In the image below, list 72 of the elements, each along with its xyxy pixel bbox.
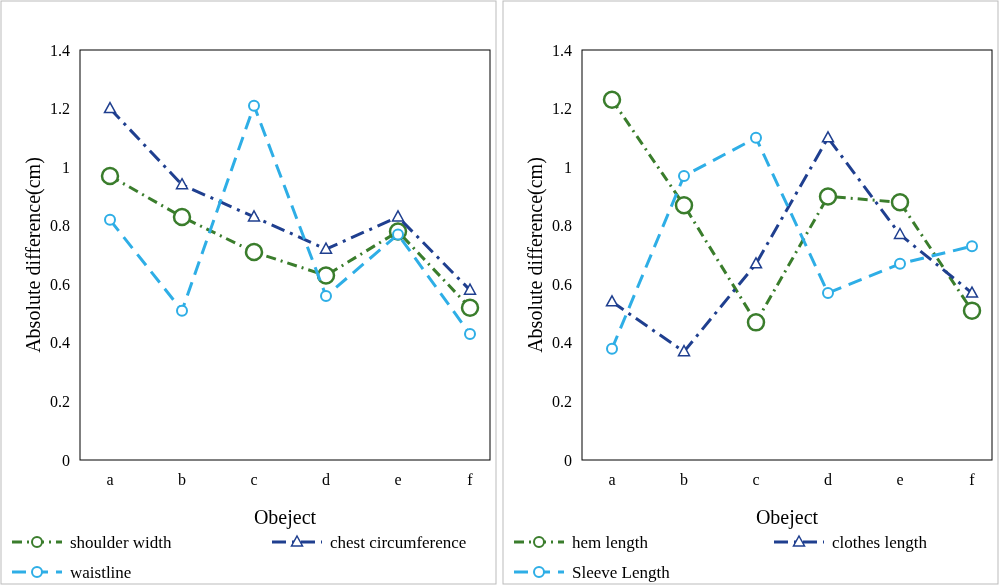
y-tick-label: 0 <box>564 451 572 469</box>
point <box>319 242 333 254</box>
point <box>822 287 834 300</box>
point <box>749 257 763 269</box>
point <box>316 266 336 285</box>
point <box>104 213 116 226</box>
y-tick-label: 0.4 <box>552 334 572 352</box>
point <box>678 169 690 182</box>
point <box>894 257 906 270</box>
point <box>674 195 694 215</box>
point <box>746 313 766 332</box>
y-tick-label: 0.8 <box>50 217 70 235</box>
x-tick-label: f <box>969 471 976 488</box>
point <box>962 301 982 320</box>
y-tick-label: 1.4 <box>552 41 572 59</box>
legend-label: waistline <box>70 562 132 582</box>
y-tick-label: 1 <box>564 158 572 176</box>
y-tick-label: 0.2 <box>552 393 572 411</box>
y-axis-title: Absolute difference(cm) <box>22 157 45 353</box>
point <box>463 283 477 295</box>
x-tick-label: e <box>394 471 402 488</box>
y-tick-label: 1.2 <box>50 100 70 118</box>
y-tick-label: 0.8 <box>552 217 572 235</box>
x-tick-label: c <box>250 471 258 488</box>
y-tick-label: 1.2 <box>552 100 572 118</box>
y-tick-label: 0.2 <box>50 393 70 411</box>
point <box>602 90 622 110</box>
x-tick-label: e <box>896 471 904 488</box>
point <box>966 240 978 253</box>
point <box>821 131 835 143</box>
point <box>605 295 619 307</box>
legend-label: chest circumference <box>330 532 467 552</box>
point <box>890 193 910 212</box>
x-tick-label: f <box>467 471 474 488</box>
point <box>460 298 480 317</box>
x-tick-label: c <box>752 471 760 488</box>
point <box>606 342 618 355</box>
legend-label: hem length <box>572 532 649 552</box>
y-tick-label: 0.6 <box>552 275 572 293</box>
y-axis-title: Absolute difference(cm) <box>524 157 547 353</box>
legend-label: Sleeve Length <box>572 562 671 582</box>
point <box>103 101 117 114</box>
point <box>320 290 332 302</box>
x-tick-label: d <box>322 471 330 488</box>
point <box>750 131 762 144</box>
point <box>172 207 192 227</box>
point <box>893 227 907 240</box>
point <box>176 304 188 317</box>
x-tick-label: a <box>106 471 114 488</box>
x-axis-title: Obeject <box>755 506 819 529</box>
point <box>175 177 189 190</box>
point <box>244 242 264 262</box>
legend-label: clothes length <box>832 532 928 552</box>
x-tick-label: d <box>824 471 832 488</box>
legend-label: shoulder width <box>70 532 173 552</box>
x-tick-label: b <box>680 471 688 488</box>
x-tick-label: a <box>608 471 616 488</box>
point <box>464 328 476 341</box>
y-tick-label: 1.4 <box>50 41 70 59</box>
y-tick-label: 0.4 <box>50 334 70 352</box>
point <box>391 210 405 222</box>
point <box>247 210 261 222</box>
x-tick-label: b <box>178 471 186 488</box>
point <box>100 166 120 186</box>
x-axis-title: Obeject <box>253 506 317 529</box>
point <box>677 344 691 357</box>
y-tick-label: 1 <box>62 158 70 176</box>
point <box>818 187 838 206</box>
y-tick-label: 0.6 <box>50 275 70 293</box>
y-tick-label: 0 <box>62 451 70 469</box>
point <box>965 286 979 298</box>
point <box>248 99 260 112</box>
